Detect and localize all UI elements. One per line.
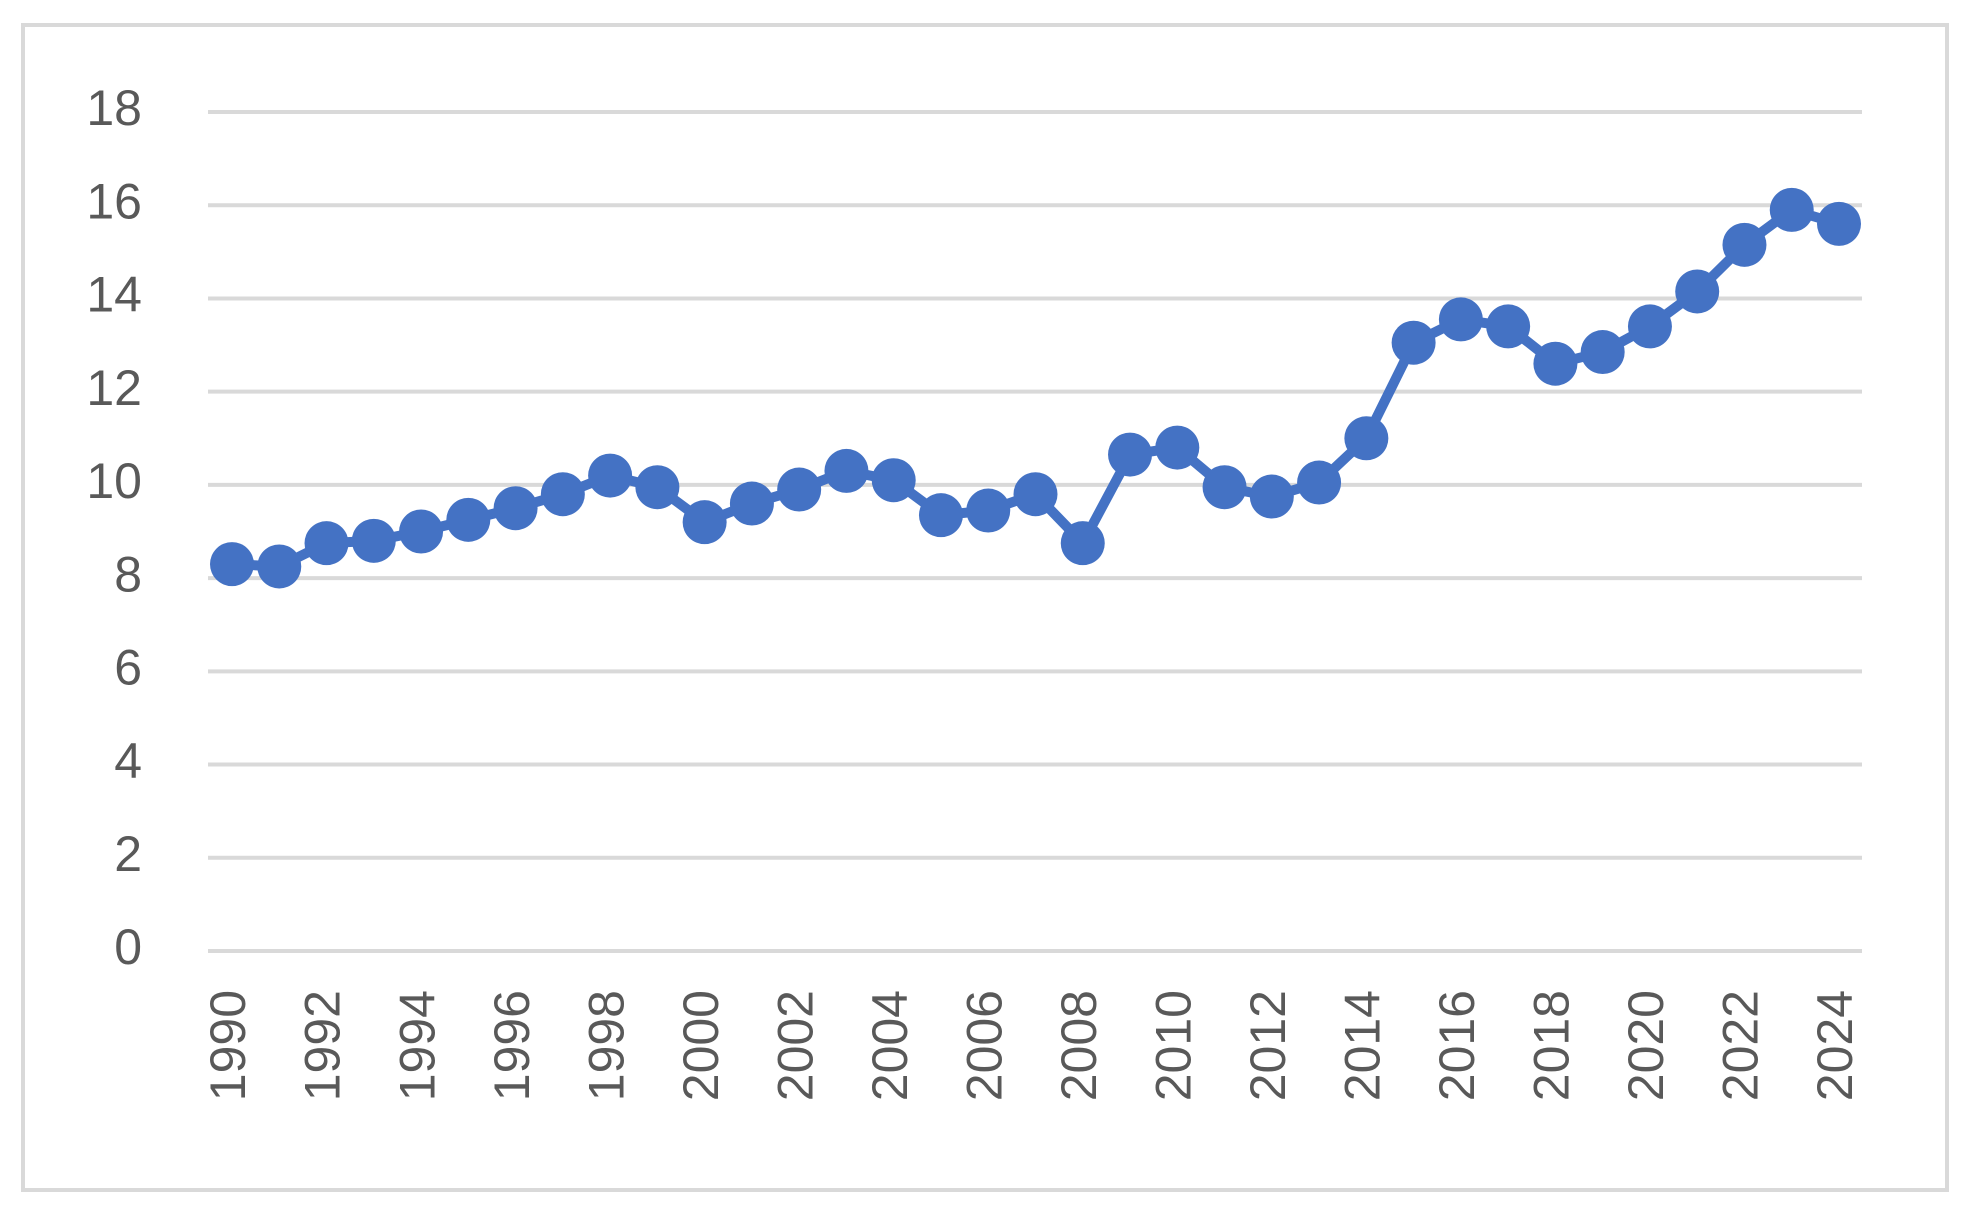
data-point <box>1438 297 1483 342</box>
data-point <box>1675 269 1720 314</box>
x-tick-label: 1996 <box>484 990 540 1101</box>
y-tick-label: 8 <box>114 546 142 602</box>
data-point <box>399 509 444 554</box>
y-tick-label: 12 <box>86 360 142 416</box>
data-point <box>1580 330 1625 375</box>
y-tick-label: 4 <box>114 733 142 789</box>
x-tick-label: 2014 <box>1335 990 1391 1101</box>
x-tick-label: 2024 <box>1807 990 1863 1101</box>
data-point <box>1249 474 1294 519</box>
data-point <box>1297 460 1342 505</box>
data-point <box>1155 425 1200 470</box>
x-tick-label: 2004 <box>862 990 918 1101</box>
data-point <box>1108 432 1153 477</box>
y-tick-label: 14 <box>86 267 142 323</box>
x-tick-label: 2010 <box>1145 990 1201 1101</box>
x-tick-label: 1994 <box>389 990 445 1101</box>
data-point <box>824 448 869 493</box>
data-point <box>493 486 538 531</box>
y-tick-label: 16 <box>86 173 142 229</box>
data-point <box>257 544 302 589</box>
x-tick-label: 2022 <box>1713 990 1769 1101</box>
x-tick-label: 2012 <box>1240 990 1296 1101</box>
data-point <box>304 521 349 566</box>
data-point <box>1202 465 1247 510</box>
data-point <box>351 518 396 563</box>
data-point <box>1486 304 1531 349</box>
x-tick-label: 2020 <box>1618 990 1674 1101</box>
data-point <box>210 542 254 587</box>
x-tick-label: 2006 <box>956 990 1012 1101</box>
data-point <box>1344 416 1389 461</box>
y-tick-label: 6 <box>114 640 142 696</box>
data-point <box>1391 320 1436 365</box>
y-tick-label: 2 <box>114 826 142 882</box>
data-point <box>1060 521 1105 566</box>
chart-border <box>21 23 1949 1192</box>
x-tick-label: 2016 <box>1429 990 1485 1101</box>
y-tick-label: 10 <box>86 453 142 509</box>
data-point <box>682 500 727 545</box>
data-point <box>918 493 963 538</box>
x-tick-label: 2018 <box>1524 990 1580 1101</box>
data-point <box>777 467 822 512</box>
data-point <box>1769 187 1814 232</box>
y-tick-label: 18 <box>86 80 142 136</box>
x-tick-label: 1990 <box>200 990 256 1101</box>
y-tick-label: 0 <box>114 919 142 975</box>
data-point <box>1722 222 1767 267</box>
x-tick-label: 1998 <box>578 990 634 1101</box>
data-point <box>540 472 585 517</box>
x-tick-label: 2008 <box>1051 990 1107 1101</box>
data-point <box>446 497 491 542</box>
data-point <box>729 481 774 526</box>
data-point <box>588 453 633 498</box>
data-point <box>871 458 916 503</box>
data-point <box>1627 304 1672 349</box>
data-point <box>1817 201 1861 246</box>
x-tick-label: 2002 <box>767 990 823 1101</box>
x-tick-label: 2000 <box>673 990 729 1101</box>
data-point <box>635 465 680 510</box>
data-point <box>966 488 1011 533</box>
x-tick-label: 1992 <box>295 990 351 1101</box>
data-point <box>1013 472 1058 517</box>
data-point <box>1533 341 1578 386</box>
